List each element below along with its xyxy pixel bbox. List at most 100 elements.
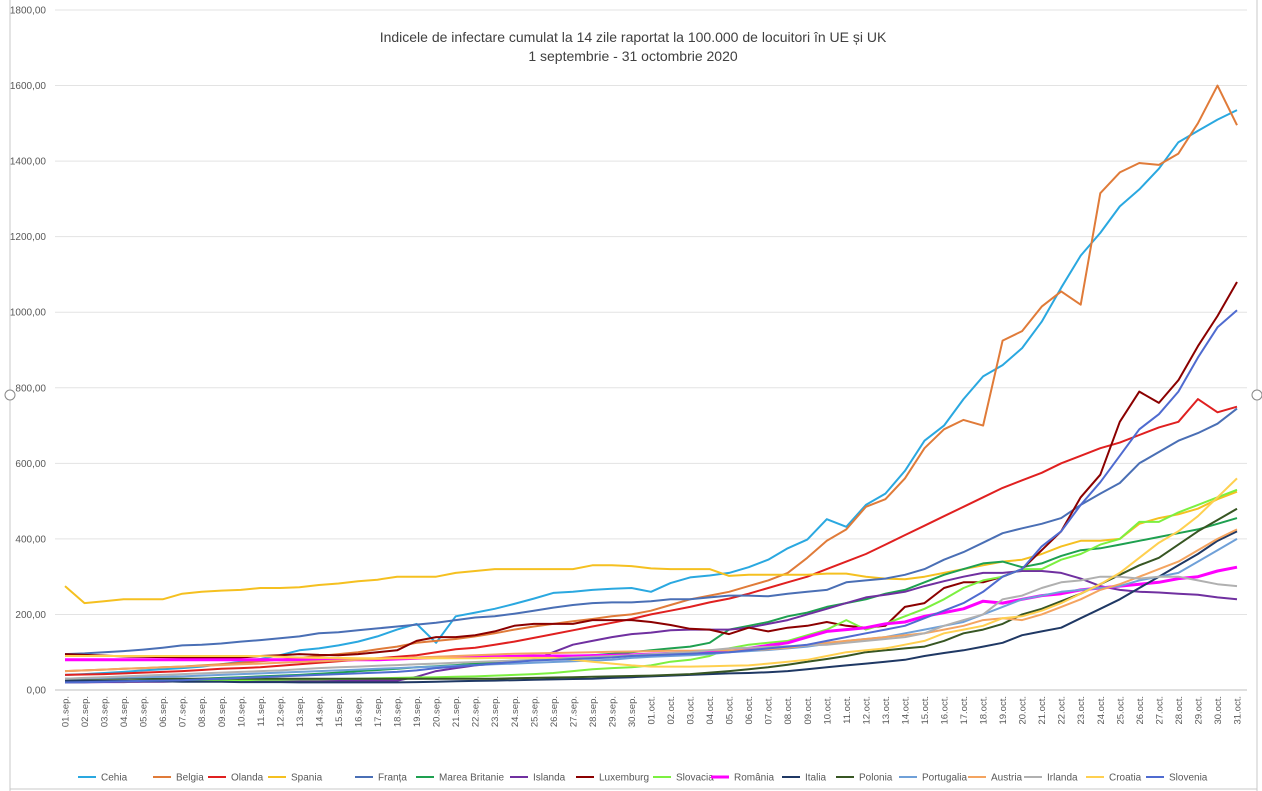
legend-item: Spania (268, 773, 323, 784)
x-tick-label: 13.sep. (295, 696, 306, 727)
x-tick-label: 01.oct. (647, 696, 658, 725)
x-tick-label: 18.sep. (393, 696, 404, 727)
x-tick-label: 28.sep. (588, 696, 599, 727)
legend-label: Spania (291, 773, 323, 784)
legend-item: Cehia (78, 773, 128, 784)
x-tick-label: 08.sep. (197, 696, 208, 727)
legend-label: Slovacia (676, 773, 714, 784)
x-tick-label: 24.sep. (510, 696, 521, 727)
series-line (64, 309, 1238, 684)
x-tick-label: 24.oct. (1096, 696, 1107, 725)
legend-label: Olanda (231, 773, 264, 784)
legend-item: Irlanda (1024, 773, 1078, 784)
x-tick-label: 10.sep. (236, 696, 247, 727)
x-tick-label: 28.oct. (1174, 696, 1185, 725)
legend-label: Italia (805, 773, 827, 784)
x-tick-label: 27.oct. (1154, 696, 1165, 725)
x-tick-label: 06.sep. (158, 696, 169, 727)
legend-item: Italia (782, 773, 827, 784)
x-tick-label: 26.oct. (1135, 696, 1146, 725)
legend-item: Polonia (836, 773, 893, 784)
x-tick-label: 07.sep. (178, 696, 189, 727)
legend-label: România (734, 773, 774, 784)
legend-label: Marea Britanie (439, 773, 504, 784)
resize-handle[interactable] (1251, 389, 1262, 401)
x-tick-label: 11.oct. (842, 696, 853, 724)
x-tick-label: 12.oct. (861, 696, 872, 725)
y-tick-label: 400,00 (15, 534, 46, 545)
x-tick-label: 11.sep. (256, 696, 267, 726)
x-tick-label: 03.oct. (686, 696, 697, 725)
y-tick-label: 1000,00 (10, 308, 47, 319)
legend-label: Belgia (176, 773, 204, 784)
x-tick-label: 30.sep. (627, 696, 638, 727)
x-tick-label: 17.oct. (959, 696, 970, 725)
series-line (64, 407, 1238, 656)
series-line (64, 528, 1238, 673)
legend-item: Marea Britanie (416, 773, 504, 784)
legend-item: Slovenia (1146, 773, 1208, 784)
x-tick-label: 05.sep. (139, 696, 150, 727)
x-tick-label: 14.sep. (314, 696, 325, 727)
x-tick-label: 04.oct. (705, 696, 716, 725)
y-tick-label: 1200,00 (10, 232, 47, 243)
y-tick-label: 600,00 (15, 459, 46, 470)
x-tick-label: 22.sep. (471, 696, 482, 727)
x-tick-label: 29.sep. (607, 696, 618, 727)
legend-item: Belgia (153, 773, 204, 784)
legend-item: Olanda (208, 773, 264, 784)
legend-item: Portugalia (899, 773, 967, 784)
x-tick-label: 16.oct. (940, 696, 951, 725)
legend-item: Slovacia (653, 773, 714, 784)
legend-label: Franța (378, 773, 407, 784)
x-tick-label: 02.sep. (80, 696, 91, 727)
legend-label: Austria (991, 773, 1023, 784)
x-tick-label: 15.sep. (334, 696, 345, 727)
x-tick-label: 21.sep. (451, 696, 462, 727)
y-tick-label: 1400,00 (10, 157, 47, 168)
x-tick-label: 30.oct. (1213, 696, 1224, 725)
x-tick-label: 05.oct. (725, 696, 736, 725)
x-tick-label: 13.oct. (881, 696, 892, 725)
x-tick-label: 23.oct. (1076, 696, 1087, 725)
y-tick-label: 1800,00 (10, 6, 47, 17)
legend-label: Irlanda (1047, 773, 1078, 784)
x-tick-label: 09.sep. (217, 696, 228, 727)
x-tick-label: 22.oct. (1057, 696, 1068, 725)
legend-label: Luxemburg (599, 773, 649, 784)
legend-label: Islanda (533, 773, 566, 784)
series-line (64, 538, 1238, 680)
legend-item: România (711, 773, 774, 784)
x-tick-label: 18.oct. (979, 696, 990, 725)
x-tick-label: 21.oct. (1037, 696, 1048, 725)
x-tick-label: 09.oct. (803, 696, 814, 725)
legend-label: Croatia (1109, 773, 1142, 784)
x-tick-label: 19.oct. (998, 696, 1009, 725)
legend-item: Austria (968, 773, 1023, 784)
x-tick-label: 25.oct. (1115, 696, 1126, 725)
x-tick-label: 16.sep. (354, 696, 365, 727)
x-tick-label: 01.sep. (61, 696, 72, 727)
resize-handle[interactable] (4, 389, 16, 401)
series-line (65, 477, 1238, 668)
x-tick-label: 26.sep. (549, 696, 560, 727)
x-tick-label: 14.oct. (900, 696, 911, 725)
legend-label: Cehia (101, 773, 128, 784)
x-tick-label: 27.sep. (568, 696, 579, 727)
x-tick-label: 10.oct. (822, 696, 833, 725)
series-line (64, 398, 1238, 676)
x-tick-label: 07.oct. (764, 696, 775, 725)
x-tick-label: 19.sep. (412, 696, 423, 727)
y-tick-label: 1600,00 (10, 81, 47, 92)
y-tick-label: 200,00 (15, 610, 46, 621)
legend-label: Slovenia (1169, 773, 1208, 784)
x-tick-label: 08.oct. (783, 696, 794, 725)
x-tick-label: 25.sep. (529, 696, 540, 727)
x-tick-label: 03.sep. (100, 696, 111, 727)
legend-label: Polonia (859, 773, 893, 784)
chart-subtitle: 1 septembrie - 31 octombrie 2020 (528, 48, 738, 64)
series-line (65, 488, 1238, 683)
y-tick-label: 800,00 (15, 383, 46, 394)
x-tick-label: 04.sep. (119, 696, 130, 727)
